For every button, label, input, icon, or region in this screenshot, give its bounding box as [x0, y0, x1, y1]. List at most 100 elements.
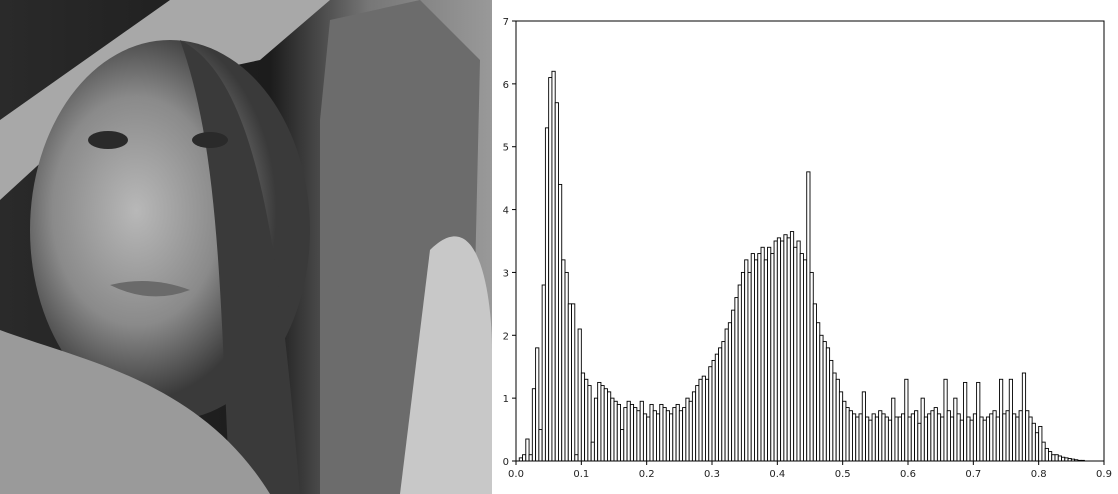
- bar: [701, 375, 706, 462]
- bar: [835, 378, 840, 462]
- bar: [793, 246, 798, 462]
- bar: [871, 413, 876, 462]
- bar: [1025, 410, 1030, 462]
- bar: [574, 454, 579, 462]
- bar: [936, 413, 942, 462]
- bar: [685, 397, 690, 462]
- y-tick-label: 1: [503, 394, 509, 405]
- x-tick-label: 0.1: [573, 469, 589, 480]
- bar: [1018, 410, 1023, 462]
- bar: [796, 240, 801, 462]
- bar: [881, 413, 886, 462]
- bar: [760, 246, 765, 462]
- bar: [972, 413, 978, 462]
- bar: [959, 419, 964, 462]
- bar: [910, 413, 915, 462]
- bar: [992, 410, 997, 462]
- bar: [737, 284, 742, 462]
- histogram-chart: 0 1 2 3 4 5 6 7 0.0 0.1 0.2 0.3 0.4 0.5 0.6 0.7 0.8 0.9: [503, 17, 1112, 480]
- bar: [855, 416, 860, 462]
- bar: [754, 259, 759, 462]
- bar: [868, 419, 873, 462]
- bar: [633, 407, 638, 462]
- plot-frame: [515, 20, 1105, 462]
- bar: [897, 416, 902, 462]
- bar: [714, 353, 719, 462]
- bar: [649, 403, 654, 462]
- bar: [597, 381, 602, 462]
- bar: [675, 403, 680, 462]
- bar: [829, 359, 834, 462]
- bar: [904, 378, 909, 462]
- bar: [528, 454, 533, 462]
- bar: [721, 341, 726, 462]
- bar: [891, 397, 896, 462]
- y-tick-label: 6: [503, 80, 509, 91]
- bar: [995, 416, 1000, 462]
- bar: [695, 385, 700, 462]
- bar: [731, 309, 736, 462]
- bar: [943, 378, 948, 462]
- x-tick-label: 0.7: [965, 469, 981, 480]
- bar: [740, 271, 746, 462]
- bar: [535, 347, 540, 462]
- bar: [571, 303, 576, 462]
- bar: [750, 253, 755, 462]
- bar: [626, 400, 631, 462]
- bar: [564, 271, 569, 462]
- bar: [985, 416, 991, 462]
- bar: [1038, 425, 1043, 462]
- bar: [688, 400, 693, 462]
- bar: [822, 341, 827, 462]
- bar: [767, 246, 772, 462]
- bar: [806, 171, 811, 462]
- bar: [894, 416, 899, 462]
- bar: [561, 259, 566, 462]
- bar: [698, 378, 703, 462]
- x-tick-label: 0.6: [900, 469, 916, 480]
- bar: [884, 416, 889, 462]
- y-tick-label: 3: [503, 268, 509, 279]
- bar: [940, 416, 945, 462]
- bar: [662, 407, 667, 462]
- bar: [780, 240, 785, 462]
- bar: [1012, 413, 1017, 462]
- bar: [580, 372, 586, 462]
- bar: [1021, 372, 1027, 462]
- bar: [874, 416, 880, 462]
- bar: [607, 391, 612, 462]
- bar: [1015, 416, 1020, 462]
- bar: [920, 397, 925, 462]
- bar: [1044, 447, 1049, 462]
- bar: [809, 271, 814, 462]
- x-tick-label: 0.4: [769, 469, 785, 480]
- bar: [878, 410, 883, 462]
- bar: [747, 271, 752, 462]
- bar: [1005, 410, 1010, 462]
- bar: [848, 410, 853, 462]
- bar: [907, 416, 912, 462]
- bar: [763, 259, 768, 462]
- bar: [776, 237, 782, 462]
- bar: [593, 397, 599, 462]
- bar: [861, 391, 866, 462]
- bar: [956, 413, 961, 462]
- bar: [623, 407, 628, 462]
- bar: [1054, 454, 1059, 462]
- bar: [825, 347, 831, 462]
- bar: [525, 438, 530, 462]
- y-tick-label: 7: [503, 17, 509, 28]
- bar: [976, 381, 981, 462]
- bar: [672, 407, 677, 462]
- bar: [969, 419, 974, 462]
- photo: [0, 0, 492, 494]
- bar: [587, 385, 592, 462]
- y-tick-label: 0: [503, 457, 509, 468]
- bar: [842, 400, 847, 462]
- bar: [1028, 416, 1033, 462]
- bar: [711, 359, 716, 462]
- x-tick-label: 0.3: [704, 469, 720, 480]
- bar: [541, 284, 546, 462]
- bar: [603, 388, 608, 462]
